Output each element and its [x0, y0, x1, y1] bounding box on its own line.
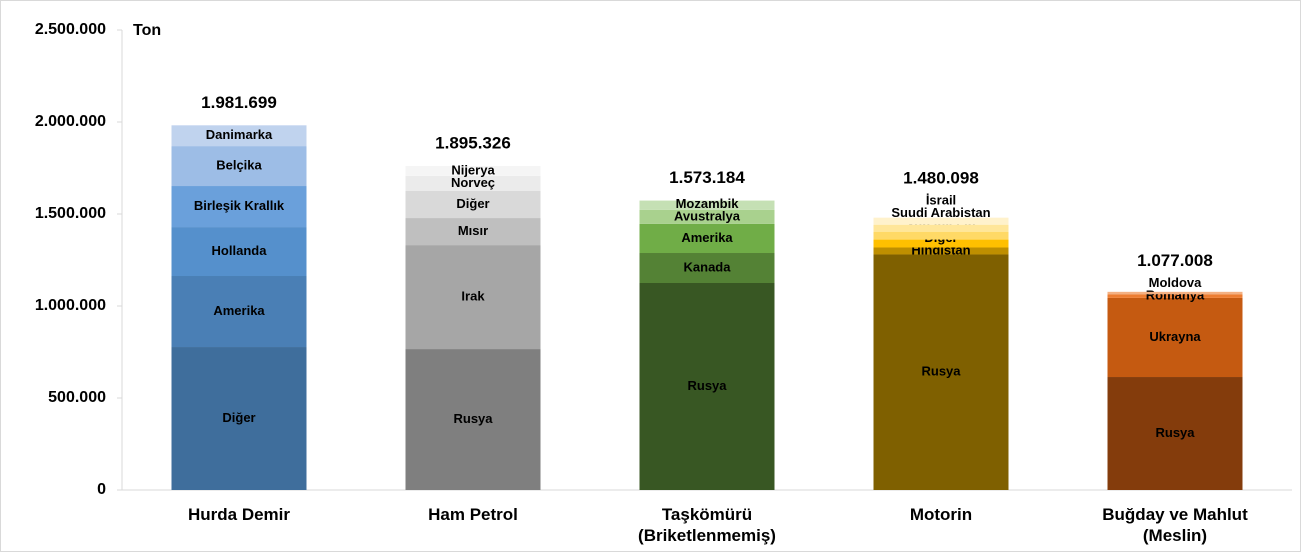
segment-label: Diğer [456, 196, 489, 211]
bar-segment [639, 200, 775, 210]
bar-segment [873, 247, 1009, 255]
segment-label: Danimarka [206, 127, 273, 142]
segment-label: Moldova [1149, 275, 1202, 290]
x-tick-label: Taşkömürü (Briketlenmemiş) [638, 505, 776, 545]
x-tick-label-line: Motorin [910, 505, 972, 524]
bar-segment [1107, 294, 1243, 298]
bar-segment [1107, 297, 1243, 378]
total-label: 1.895.326 [435, 133, 511, 152]
total-label: 1.077.008 [1137, 251, 1213, 270]
bar-segment [405, 191, 541, 219]
bar-segment [639, 283, 775, 490]
y-tick-label: 1.500.000 [35, 205, 106, 222]
segment-label: Amerika [213, 303, 265, 318]
x-tick-label: Ham Petrol [428, 505, 518, 524]
total-label: 1.480.098 [903, 168, 979, 187]
segment-label: Hollanda [212, 243, 268, 258]
y-tick-label: 2.500.000 [35, 21, 106, 38]
total-label: 1.981.699 [201, 93, 277, 112]
y-tick-label: 2.000.000 [35, 113, 106, 130]
segment-label: Amerika [681, 230, 733, 245]
x-tick-label-line: Hurda Demir [188, 505, 290, 524]
x-tick-label: Motorin [910, 505, 972, 524]
y-tick-label: 500.000 [48, 389, 106, 406]
bar-segment [1107, 377, 1243, 490]
x-tick-label-line: (Briketlenmemiş) [638, 526, 776, 545]
x-tick-label: Buğday ve Mahlut (Meslin) [1102, 505, 1248, 545]
bar-segment [171, 227, 307, 277]
y-tick-label: 0 [97, 481, 106, 498]
segment-label: Diğer [222, 410, 255, 425]
bar-segment [873, 239, 1009, 248]
segment-label: Suudi Arabistan [891, 205, 990, 220]
bar-segment [405, 175, 541, 191]
segment-label: Kanada [684, 259, 732, 274]
x-tick-label-line: Buğday ve Mahlut [1102, 505, 1248, 524]
bar-segment [639, 223, 775, 254]
segment-label: Rusya [1155, 425, 1195, 440]
segment-label: Mozambik [676, 196, 740, 211]
bar-segment [639, 253, 775, 283]
segment-label: Ukrayna [1149, 329, 1201, 344]
bar-segment [171, 146, 307, 187]
bar-segment [171, 125, 307, 147]
bar-segment [405, 218, 541, 246]
segment-label: İsrail [926, 192, 956, 207]
bar-segment [405, 245, 541, 350]
bar-segment [171, 347, 307, 490]
segment-label: Mısır [458, 223, 488, 238]
axis-label: Ton [133, 22, 161, 39]
y-tick-label: 1.000.000 [35, 297, 106, 314]
bar-segment [1107, 291, 1243, 295]
segment-label: Norveç [451, 175, 495, 190]
segment-label: Belçika [216, 158, 262, 173]
bar-segment [171, 186, 307, 228]
bar-segment [639, 209, 775, 224]
total-label: 1.573.184 [669, 168, 745, 187]
bar-segment [873, 217, 1009, 225]
bar-segment [171, 276, 307, 348]
segment-label: Avustralya [674, 208, 741, 223]
bar-segment [405, 165, 541, 176]
bar-segment [873, 231, 1009, 240]
segment-label: Romanya [1146, 288, 1205, 303]
x-tick-label-line: Taşkömürü [662, 505, 752, 524]
x-tick-label: Hurda Demir [188, 505, 290, 524]
x-tick-label-line: (Meslin) [1143, 526, 1207, 545]
bar-segment [873, 254, 1009, 490]
segment-label: Rusya [453, 411, 493, 426]
x-tick-label-line: Ham Petrol [428, 505, 518, 524]
segment-label: Rusya [921, 364, 961, 379]
segment-label: Rusya [687, 378, 727, 393]
bar-segment [873, 224, 1009, 232]
segment-label: Birleşik Krallık [194, 198, 285, 213]
bar-segment [405, 349, 541, 490]
segment-label: Nijerya [451, 162, 495, 177]
segment-label: Irak [461, 289, 485, 304]
